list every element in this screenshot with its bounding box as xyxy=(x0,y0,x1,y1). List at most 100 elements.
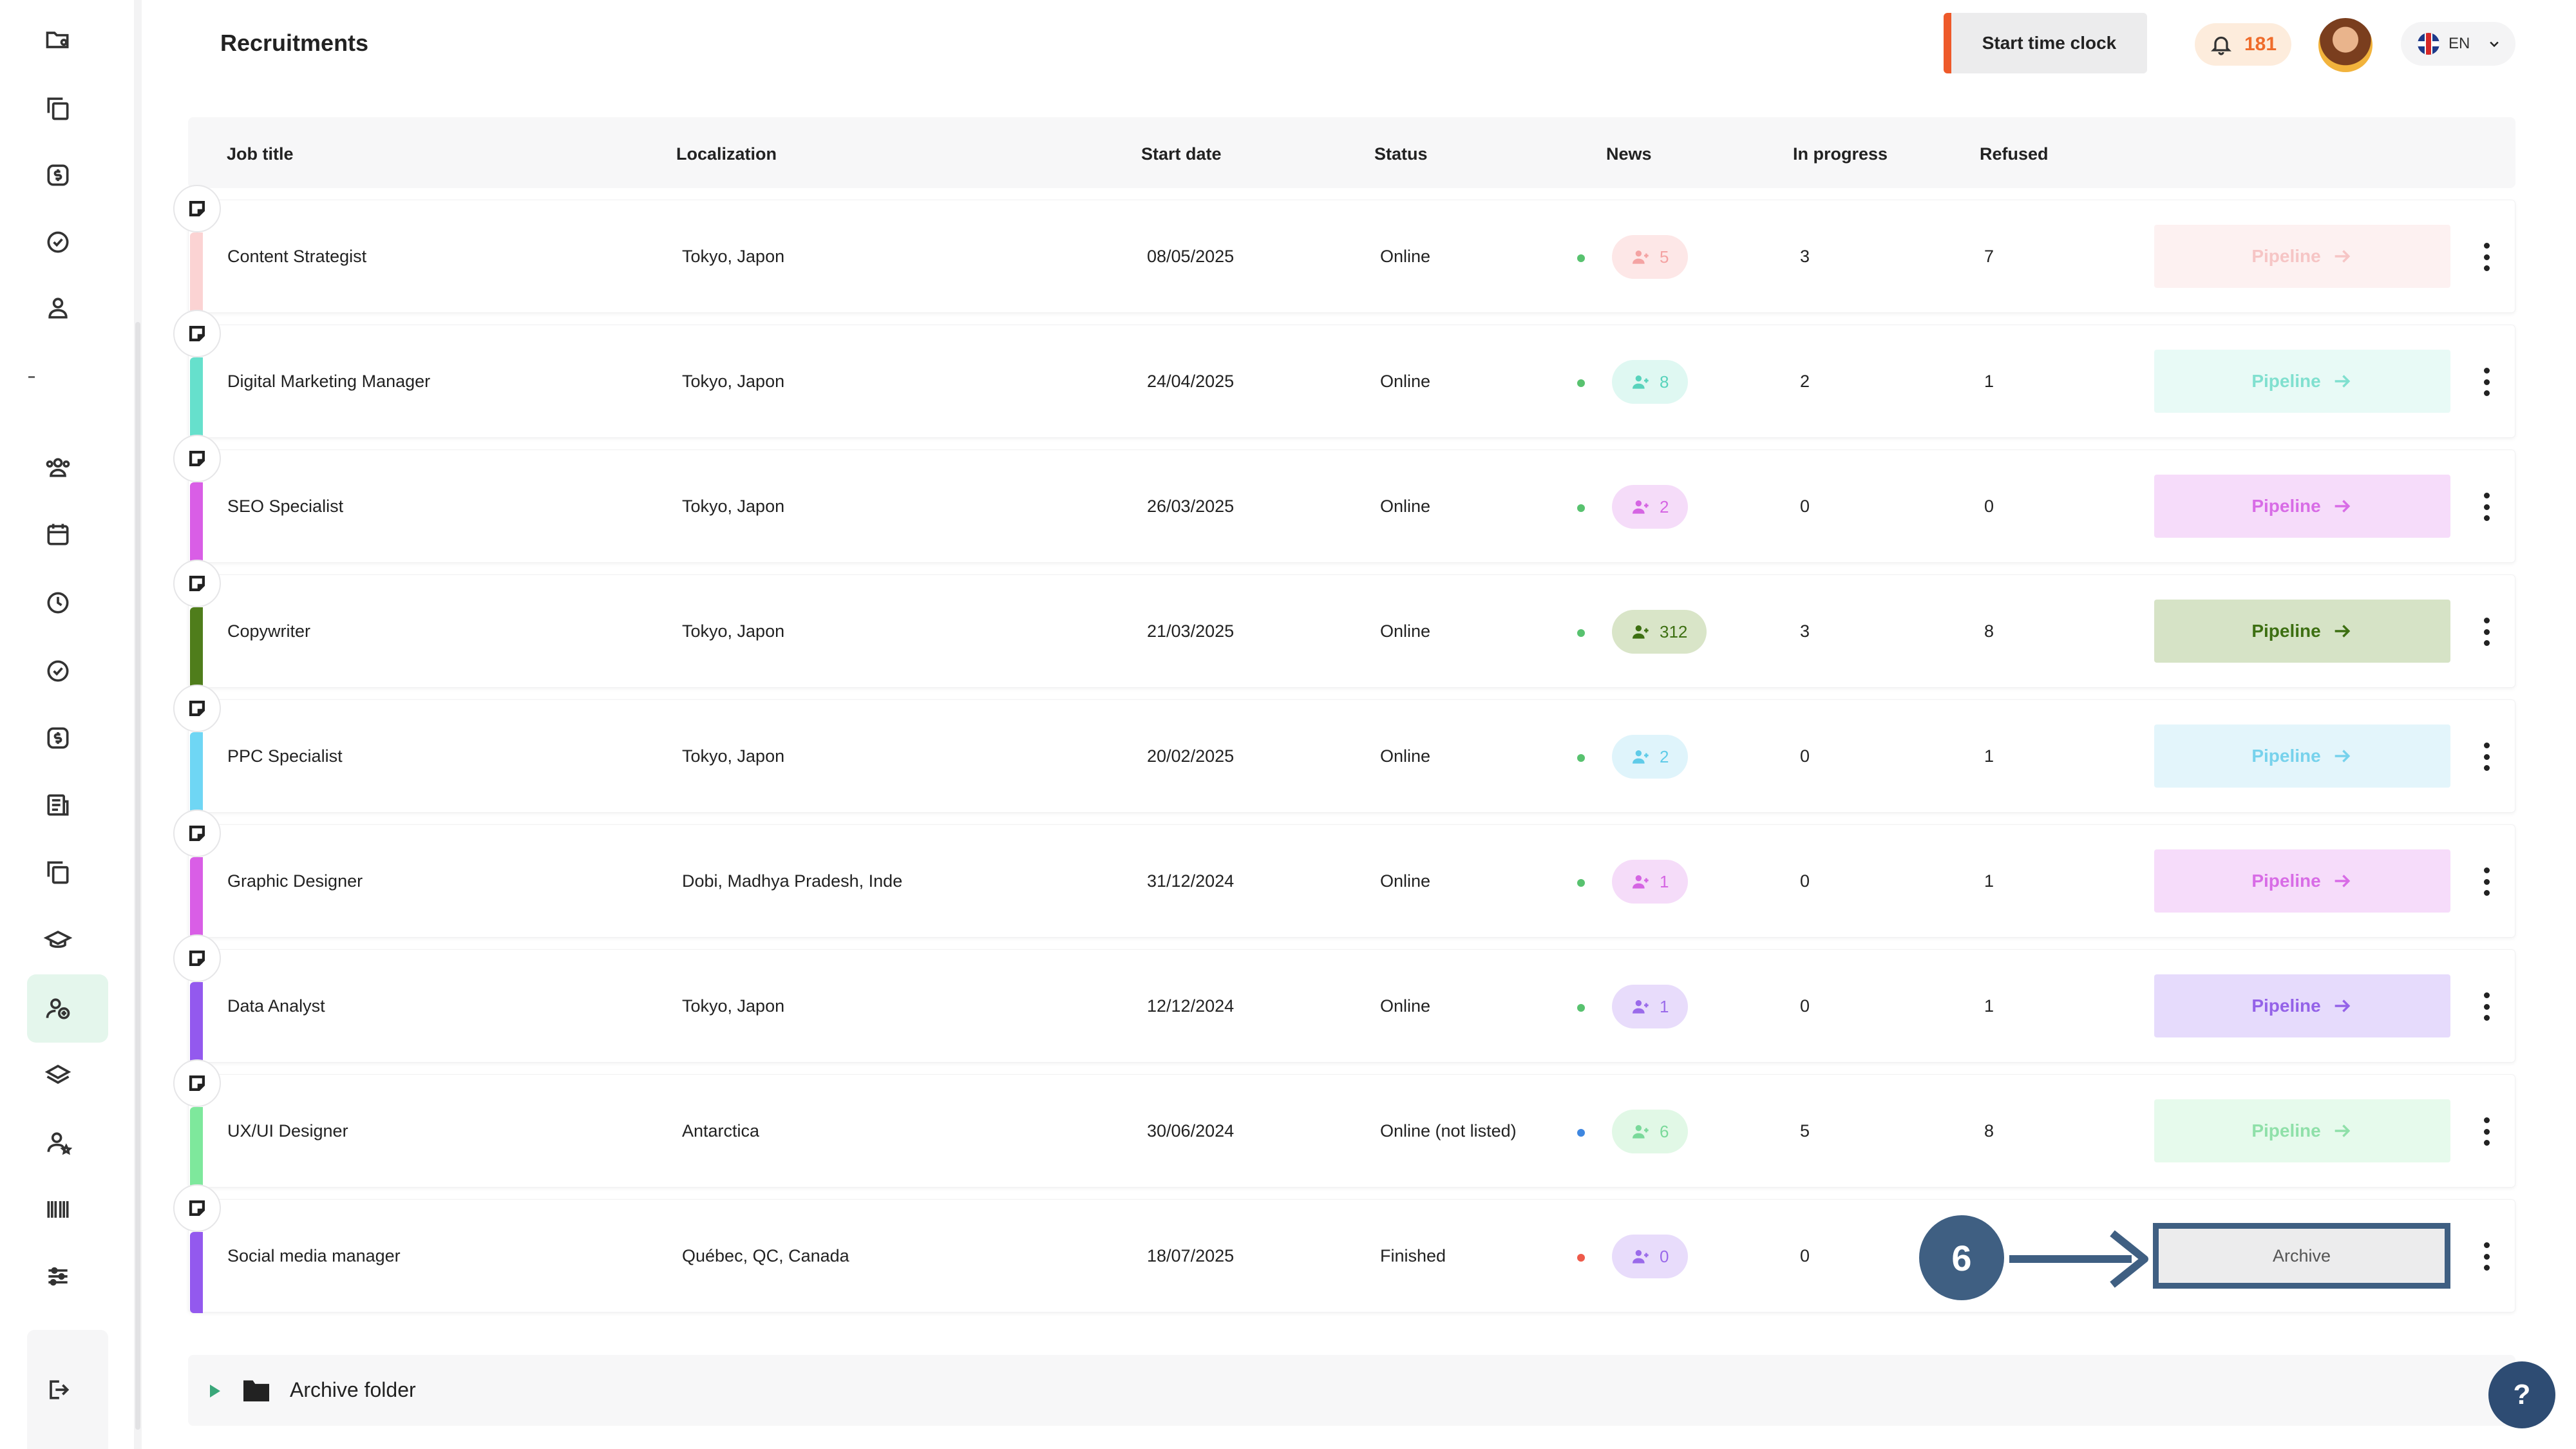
note-icon[interactable] xyxy=(173,435,221,482)
sidebar-scrollbar[interactable] xyxy=(135,322,140,1430)
job-title[interactable]: Digital Marketing Manager xyxy=(227,372,431,391)
news-badge[interactable]: 1 xyxy=(1612,985,1689,1028)
pipeline-button[interactable]: Pipeline xyxy=(2154,724,2450,788)
sliders-icon[interactable] xyxy=(40,1258,76,1294)
calendar-icon[interactable] xyxy=(40,516,76,553)
localization: Tokyo, Japon xyxy=(682,621,785,641)
news-badge[interactable]: 6 xyxy=(1612,1110,1689,1153)
more-options-icon[interactable] xyxy=(2480,618,2493,646)
news-badge[interactable]: 8 xyxy=(1612,360,1689,404)
news-badge[interactable]: 1 xyxy=(1612,860,1689,904)
layers-icon[interactable] xyxy=(40,1057,76,1094)
table-row[interactable]: SEO Specialist Tokyo, Japon 26/03/2025 O… xyxy=(173,435,2515,564)
pipeline-button[interactable]: Pipeline xyxy=(2154,1099,2450,1162)
column-localization[interactable]: Localization xyxy=(676,144,777,164)
table-row[interactable]: Digital Marketing Manager Tokyo, Japon 2… xyxy=(173,310,2515,439)
column-status[interactable]: Status xyxy=(1374,144,1428,164)
more-options-icon[interactable] xyxy=(2480,243,2493,271)
barcode-icon[interactable] xyxy=(40,1191,76,1227)
more-options-icon[interactable] xyxy=(2480,368,2493,396)
status: Online xyxy=(1380,247,1431,266)
graduation-cap-icon[interactable] xyxy=(40,922,76,958)
more-options-icon[interactable] xyxy=(2480,1242,2493,1271)
copy-icon[interactable] xyxy=(40,854,76,890)
note-icon[interactable] xyxy=(173,685,221,732)
help-button[interactable]: ? xyxy=(2488,1361,2555,1428)
dollar-icon[interactable] xyxy=(40,720,76,756)
archive-folder-label: Archive folder xyxy=(290,1378,416,1401)
news-badge[interactable]: 0 xyxy=(1612,1235,1689,1278)
more-options-icon[interactable] xyxy=(2480,1117,2493,1146)
news-badge[interactable]: 2 xyxy=(1612,735,1689,779)
table-row[interactable]: PPC Specialist Tokyo, Japon 20/02/2025 O… xyxy=(173,685,2515,813)
check-circle-icon[interactable] xyxy=(40,224,76,260)
column-start-date[interactable]: Start date xyxy=(1141,144,1222,164)
user-star-icon[interactable] xyxy=(40,1124,76,1160)
recruitment-icon[interactable] xyxy=(40,990,76,1027)
job-title[interactable]: Data Analyst xyxy=(227,996,325,1016)
table-row[interactable]: Content Strategist Tokyo, Japon 08/05/20… xyxy=(173,185,2515,314)
start-date: 21/03/2025 xyxy=(1147,621,1235,641)
job-title[interactable]: PPC Specialist xyxy=(227,746,343,766)
avatar[interactable] xyxy=(2318,18,2372,72)
news-badge[interactable]: 5 xyxy=(1612,235,1689,279)
in-progress-count: 0 xyxy=(1800,497,1810,516)
pipeline-label: Pipeline xyxy=(2251,996,2321,1016)
note-icon[interactable] xyxy=(173,185,221,232)
arrow-right-icon xyxy=(2009,1230,2148,1288)
more-options-icon[interactable] xyxy=(2480,867,2493,896)
folder-user-icon[interactable] xyxy=(40,22,76,58)
job-title[interactable]: Graphic Designer xyxy=(227,871,363,891)
arrow-right-icon xyxy=(2334,625,2351,638)
pipeline-button[interactable]: Pipeline xyxy=(2154,600,2450,663)
table-row[interactable]: Graphic Designer Dobi, Madhya Pradesh, I… xyxy=(173,810,2515,938)
note-icon[interactable] xyxy=(173,1184,221,1232)
refused-count: 1 xyxy=(1984,996,1994,1016)
note-icon[interactable] xyxy=(173,934,221,982)
pipeline-button[interactable]: Pipeline xyxy=(2154,974,2450,1037)
note-icon[interactable] xyxy=(173,560,221,607)
in-progress-count: 2 xyxy=(1800,372,1810,391)
logout-icon[interactable] xyxy=(40,1372,76,1408)
job-title[interactable]: SEO Specialist xyxy=(227,497,344,516)
table-row[interactable]: Copywriter Tokyo, Japon 21/03/2025 Onlin… xyxy=(173,560,2515,688)
users-icon[interactable] xyxy=(40,450,76,486)
column-in-progress[interactable]: In progress xyxy=(1793,144,1888,164)
column-job-title[interactable]: Job title xyxy=(227,144,294,164)
pipeline-button[interactable]: Pipeline xyxy=(2154,849,2450,913)
table-row[interactable]: Social media manager Québec, QC, Canada … xyxy=(173,1184,2515,1313)
note-icon[interactable] xyxy=(173,1059,221,1107)
job-title[interactable]: UX/UI Designer xyxy=(227,1121,348,1141)
news-badge[interactable]: 2 xyxy=(1612,485,1689,529)
expand-triangle-icon[interactable] xyxy=(210,1385,220,1397)
column-news[interactable]: News xyxy=(1606,144,1652,164)
job-title[interactable]: Content Strategist xyxy=(227,247,367,266)
more-options-icon[interactable] xyxy=(2480,992,2493,1021)
copy-icon[interactable] xyxy=(40,90,76,126)
document-icon[interactable] xyxy=(40,787,76,823)
notifications-button[interactable]: 181 xyxy=(2195,23,2291,66)
more-options-icon[interactable] xyxy=(2480,493,2493,521)
clock-icon[interactable] xyxy=(40,585,76,621)
pipeline-button[interactable]: Pipeline xyxy=(2154,225,2450,288)
job-title[interactable]: Social media manager xyxy=(227,1246,401,1265)
check-circle-icon[interactable] xyxy=(40,653,76,689)
table-row[interactable]: UX/UI Designer Antarctica 30/06/2024 Onl… xyxy=(173,1059,2515,1188)
column-refused[interactable]: Refused xyxy=(1980,144,2049,164)
table-row[interactable]: Data Analyst Tokyo, Japon 12/12/2024 Onl… xyxy=(173,934,2515,1063)
job-title[interactable]: Copywriter xyxy=(227,621,311,641)
status-dot xyxy=(1577,754,1585,762)
note-icon[interactable] xyxy=(173,310,221,357)
pipeline-button[interactable]: Pipeline xyxy=(2154,475,2450,538)
archive-button[interactable]: Archive xyxy=(2153,1223,2450,1289)
dollar-icon[interactable] xyxy=(40,157,76,193)
start-time-clock-button[interactable]: Start time clock xyxy=(1944,13,2147,73)
language-selector[interactable]: EN xyxy=(2401,22,2515,66)
more-options-icon[interactable] xyxy=(2480,743,2493,771)
archive-folder[interactable]: Archive folder xyxy=(188,1355,2515,1426)
pipeline-button[interactable]: Pipeline xyxy=(2154,350,2450,413)
status-dot xyxy=(1577,379,1585,387)
note-icon[interactable] xyxy=(173,810,221,857)
user-icon[interactable] xyxy=(40,290,76,326)
news-badge[interactable]: 312 xyxy=(1612,610,1707,654)
